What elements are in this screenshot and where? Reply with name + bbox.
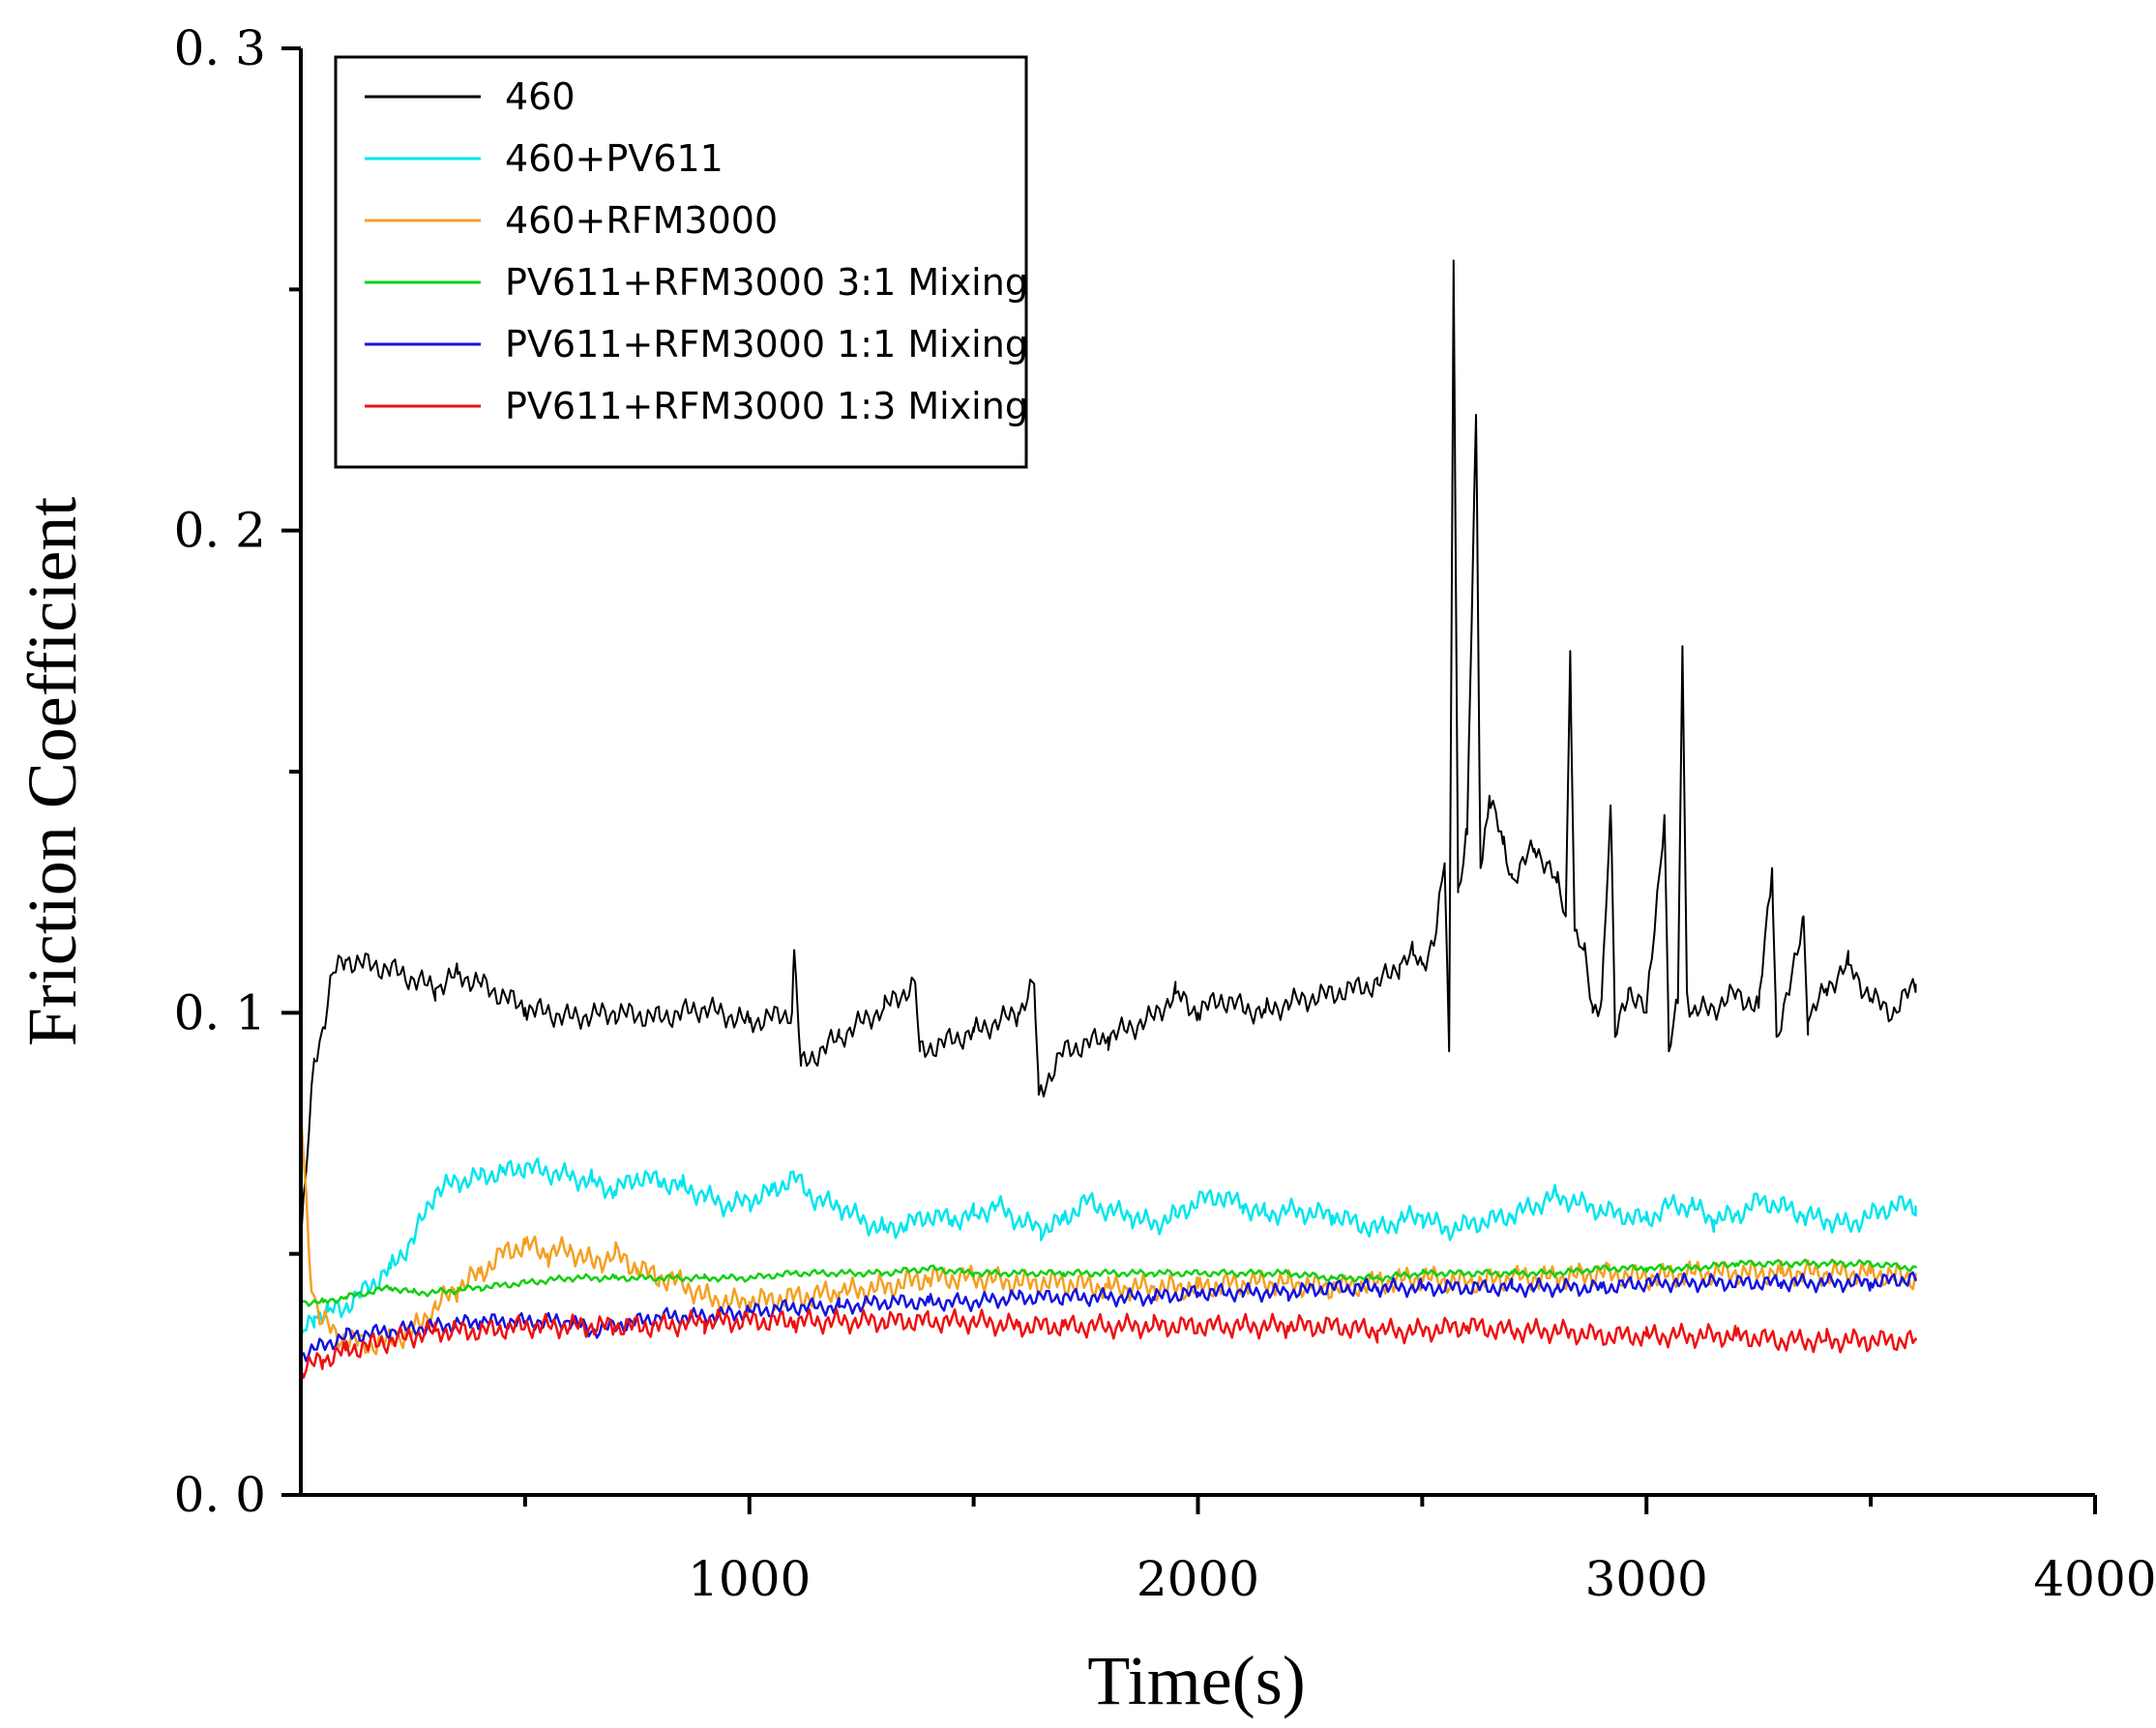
x-ticks: 1000 2000 3000 4000 <box>522 1495 2156 1607</box>
series-line-4 <box>299 1258 1917 1307</box>
series-line-1 <box>300 259 1917 1245</box>
x-tick-label: 4000 <box>2033 1551 2156 1607</box>
legend-label-6: PV611+RFM3000 1:3 Mixing <box>505 385 1028 427</box>
y-tick-label: 0. 1 <box>174 984 266 1040</box>
y-ticks: 0. 0 0. 1 0. 2 0. 3 <box>174 20 301 1523</box>
legend: 460 460+PV611 460+RFM3000 PV611+RFM3000 3:1… <box>334 55 1028 469</box>
series-line-5 <box>299 1271 1917 1362</box>
y-tick-label: 0. 0 <box>174 1467 266 1523</box>
series-line-3 <box>299 1106 1917 1356</box>
x-tick-label: 1000 <box>688 1551 811 1607</box>
y-axis-title: Friction Coefficient <box>14 497 91 1047</box>
legend-label-4: PV611+RFM3000 3:1 Mixing <box>505 261 1028 304</box>
y-tick-label: 0. 2 <box>174 503 266 559</box>
legend-label-5: PV611+RFM3000 1:1 Mixing <box>505 323 1028 366</box>
y-tick-label: 0. 3 <box>174 20 266 76</box>
x-axis-title: Time(s) <box>1087 1642 1305 1719</box>
series-layer <box>299 259 1917 1379</box>
legend-box <box>334 55 1028 469</box>
series-line-2 <box>299 1157 1917 1337</box>
legend-label-2: 460+PV611 <box>505 137 724 180</box>
x-tick-label: 3000 <box>1585 1551 1708 1607</box>
series-line-6 <box>299 1307 1917 1379</box>
x-tick-label: 2000 <box>1137 1551 1259 1607</box>
legend-label-1: 460 <box>505 75 576 118</box>
legend-label-3: 460+RFM3000 <box>505 199 778 242</box>
